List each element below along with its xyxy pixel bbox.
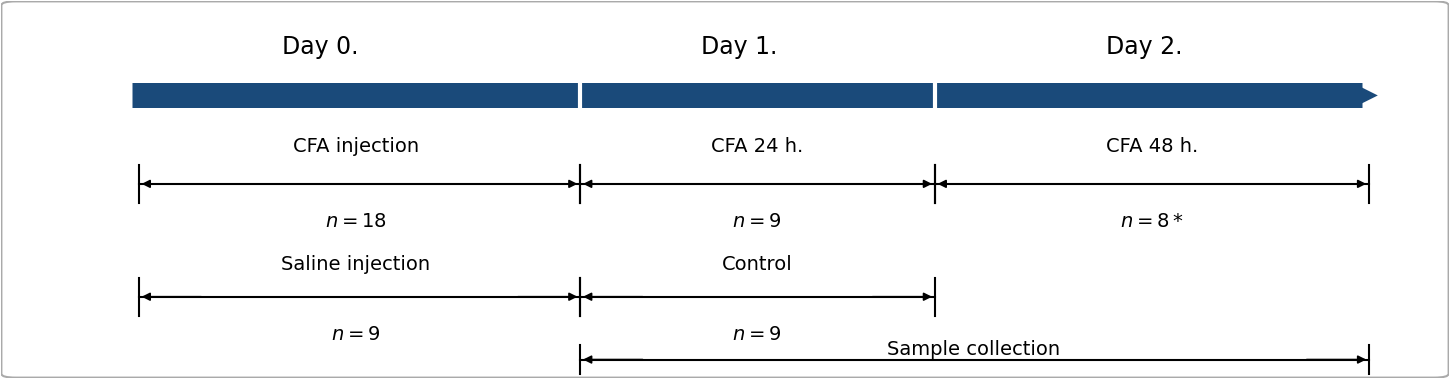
- Text: Day 2.: Day 2.: [1106, 34, 1183, 58]
- Text: Day 0.: Day 0.: [281, 34, 358, 58]
- Text: Sample collection: Sample collection: [887, 340, 1060, 359]
- Text: Control: Control: [722, 255, 792, 274]
- Text: $n = 9$: $n = 9$: [732, 325, 782, 344]
- Text: CFA injection: CFA injection: [293, 137, 419, 156]
- Text: CFA 24 h.: CFA 24 h.: [710, 137, 803, 156]
- Text: CFA 48 h.: CFA 48 h.: [1106, 137, 1198, 156]
- Text: Saline injection: Saline injection: [281, 255, 431, 274]
- Text: $n = 9$: $n = 9$: [732, 212, 782, 231]
- Text: Day 1.: Day 1.: [702, 34, 777, 58]
- Text: $n = 8*$: $n = 8*$: [1119, 212, 1183, 231]
- Text: $n = 9$: $n = 9$: [331, 325, 380, 344]
- Text: $n = 18$: $n = 18$: [325, 212, 387, 231]
